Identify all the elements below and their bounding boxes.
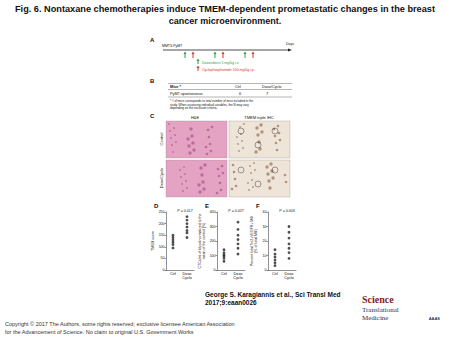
svg-text:PyMT-spontaneous: PyMT-spontaneous: [170, 92, 203, 96]
svg-text:A: A: [150, 37, 155, 43]
svg-text:depending on the exclusion cri: depending on the exclusion criteria.: [170, 106, 217, 110]
svg-text:400: 400: [210, 210, 216, 214]
svg-text:Cyclophosphamide 100 mg/kg i.p: Cyclophosphamide 100 mg/kg i.p.: [202, 68, 255, 72]
svg-text:for the Advancement of Science: for the Advancement of Science. No claim…: [5, 329, 194, 335]
svg-text:200: 200: [159, 222, 165, 226]
svg-text:Doxo/Cyclo: Doxo/Cyclo: [159, 167, 164, 188]
svg-text:Ctrl: Ctrl: [235, 85, 241, 89]
svg-text:Doxorubicin 5 mg/kg i.v.: Doxorubicin 5 mg/kg i.v.: [202, 61, 239, 65]
svg-text:Control: Control: [159, 132, 164, 145]
svg-text:7: 7: [266, 92, 268, 96]
svg-text:2017;9:eaan0026: 2017;9:eaan0026: [205, 299, 257, 307]
svg-text:Percent total Tie2+VEGFR+ MΦ: Percent total Tie2+VEGFR+ MΦ: [250, 216, 254, 266]
svg-text:0: 0: [265, 268, 267, 272]
svg-text:Translational: Translational: [362, 306, 399, 314]
svg-text:Doxo: Doxo: [233, 272, 243, 276]
svg-text:6: 6: [239, 92, 241, 96]
svg-text:0: 0: [163, 268, 165, 272]
svg-text:Science: Science: [362, 294, 394, 305]
svg-text:B: B: [150, 78, 155, 84]
svg-text:AAAS: AAAS: [429, 316, 441, 321]
svg-text:TMEM triple IHC: TMEM triple IHC: [244, 115, 274, 120]
svg-text:10: 10: [263, 254, 267, 258]
svg-text:Fig. 6. Nontaxane chemotherapi: Fig. 6. Nontaxane chemotherapies induce …: [15, 4, 435, 14]
svg-text:Cyclo: Cyclo: [284, 276, 294, 280]
svg-text:300: 300: [210, 225, 216, 229]
svg-text:(% of total MΦ): (% of total MΦ): [254, 229, 258, 253]
svg-text:mean of the control (%): mean of the control (%): [202, 223, 206, 259]
svg-text:Ctrl: Ctrl: [170, 272, 176, 276]
svg-text:study. When assessing individu: study. When assessing individual variabl…: [170, 102, 249, 107]
svg-text:CTCs/ml of blood normalized to: CTCs/ml of blood normalized to the: [197, 213, 202, 269]
svg-text:200: 200: [210, 239, 216, 243]
svg-text:MMTV-PyMT: MMTV-PyMT: [162, 44, 183, 48]
svg-text:H&E: H&E: [191, 115, 200, 120]
svg-text:D: D: [154, 203, 159, 209]
svg-text:TMEM score: TMEM score: [151, 231, 155, 251]
svg-text:F: F: [256, 203, 260, 209]
svg-text:P = 0.017: P = 0.017: [177, 209, 192, 213]
svg-text:Ctrl: Ctrl: [272, 272, 278, 276]
svg-text:250: 250: [159, 210, 165, 214]
svg-text:Cyclo: Cyclo: [233, 276, 243, 280]
svg-text:cancer microenvironment.: cancer microenvironment.: [169, 16, 282, 26]
svg-text:P = 0.027: P = 0.027: [228, 209, 243, 213]
svg-text:Doxo: Doxo: [284, 272, 294, 276]
svg-text:Copyright © 2017 The Authors,: Copyright © 2017 The Authors, some right…: [5, 321, 235, 327]
svg-text:40: 40: [263, 210, 267, 214]
svg-text:50: 50: [161, 256, 165, 260]
svg-text:* # of mice corresponds to tot: * # of mice corresponds to total number …: [170, 99, 253, 103]
svg-text:Ctrl: Ctrl: [221, 272, 227, 276]
svg-text:Mice *: Mice *: [170, 85, 181, 89]
svg-text:George S. Karagiannis et al.,: George S. Karagiannis et al., Sci Transl…: [205, 291, 340, 299]
svg-text:0: 0: [214, 268, 216, 272]
svg-text:100: 100: [159, 245, 165, 249]
svg-text:Medicine: Medicine: [362, 314, 388, 322]
svg-text:150: 150: [159, 233, 165, 237]
svg-text:Doxo: Doxo: [182, 272, 192, 276]
svg-text:100: 100: [210, 254, 216, 258]
svg-text:E: E: [205, 203, 209, 209]
svg-text:P = 0.003: P = 0.003: [279, 209, 294, 213]
svg-text:C: C: [150, 113, 155, 119]
svg-text:Days: Days: [286, 42, 294, 46]
svg-text:Cyclo: Cyclo: [182, 276, 192, 280]
svg-text:30: 30: [263, 225, 267, 229]
svg-text:Doxo/Cyclo: Doxo/Cyclo: [262, 85, 281, 89]
svg-text:20: 20: [263, 239, 267, 243]
